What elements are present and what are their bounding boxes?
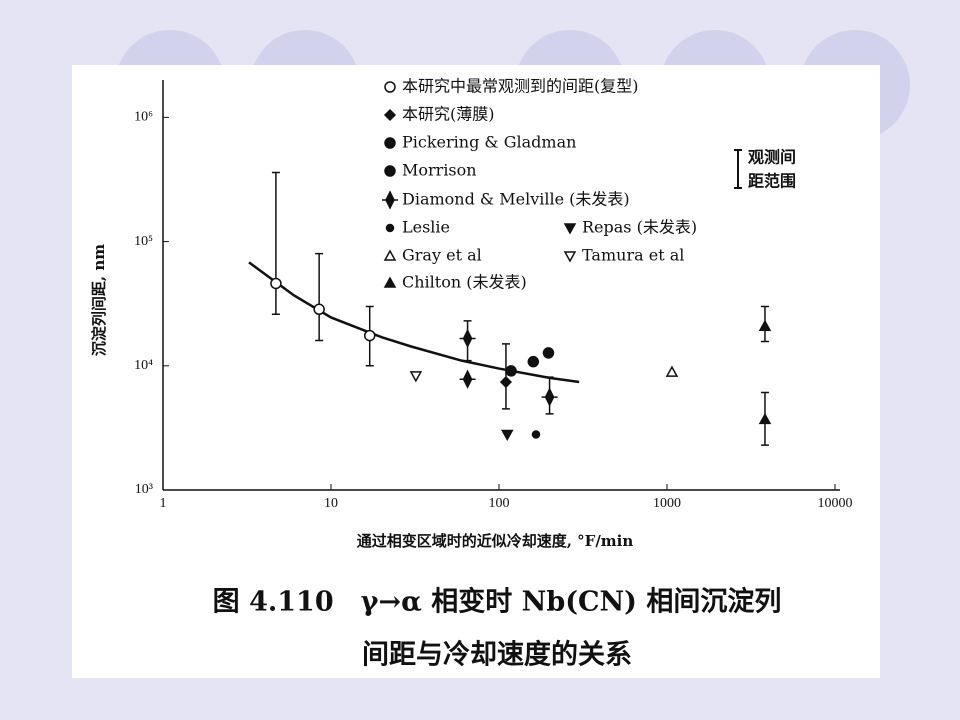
y-tick-label: 10⁴: [134, 358, 153, 373]
data-point: [758, 319, 772, 332]
range-note: 观测间: [748, 148, 796, 167]
data-point: [270, 277, 282, 290]
legend-symbol: [383, 108, 397, 122]
data-point: [500, 429, 514, 442]
legend-symbol: [385, 223, 395, 233]
legend-symbol: [383, 276, 397, 288]
x-tick-label: 1: [160, 496, 167, 511]
x-tick-label: 100: [489, 496, 510, 511]
data-point: [409, 371, 423, 383]
data-point: [531, 430, 541, 439]
legend-label: Pickering & Gladman: [402, 133, 576, 152]
data-point: [665, 365, 679, 377]
legend-symbol: [383, 249, 397, 261]
x-tick-label: 10: [324, 496, 338, 511]
caption: 间距与冷却速度的关系: [362, 639, 632, 671]
legend-symbol: [382, 190, 398, 210]
legend-label: 本研究(薄膜): [402, 105, 495, 124]
y-axis-label: 沉淀列间距, nm: [90, 244, 108, 356]
x-tick-label: 10000: [818, 496, 853, 511]
data-point: [541, 387, 558, 407]
error-bar: [271, 171, 280, 316]
legend-label: Leslie: [402, 218, 450, 237]
y-tick-label: 10⁵: [134, 234, 153, 249]
error-bar: [315, 252, 324, 342]
data-point: [313, 303, 325, 316]
data-point: [542, 347, 555, 359]
range-note: 距范围: [748, 172, 796, 191]
legend-label: Gray et al: [402, 246, 482, 265]
legend-label: Repas (未发表): [582, 218, 697, 237]
data-point: [527, 355, 540, 368]
legend-label: Tamura et al: [582, 246, 684, 265]
data-point: [459, 369, 476, 389]
legend-symbol: [384, 81, 396, 93]
data-point: [499, 375, 513, 389]
legend-label: Chilton (未发表): [402, 273, 527, 292]
legend-label: Morrison: [402, 161, 477, 180]
legend-symbol: [563, 223, 577, 235]
y-tick-label: 10³: [135, 482, 153, 497]
data-point: [758, 412, 772, 425]
legend-label: Diamond & Melville (未发表): [402, 190, 630, 209]
y-tick-label: 10⁶: [134, 110, 153, 125]
legend-symbol: [563, 251, 577, 263]
legend-label: 本研究中最常观测到的间距(复型): [402, 77, 639, 96]
data-point: [459, 328, 476, 349]
x-tick-label: 1000: [653, 496, 681, 511]
legend-symbol: [384, 137, 396, 149]
x-axis-label: 通过相变区域时的近似冷却速度, °F/min: [357, 532, 634, 550]
figure-panel: [72, 65, 880, 678]
legend-symbol: [384, 165, 396, 177]
data-point: [363, 329, 376, 342]
data-point: [505, 365, 517, 377]
caption: 图 4.110 γ→α 相变时 Nb(CN) 相间沉淀列: [213, 586, 782, 618]
fit-curve: [248, 261, 580, 384]
